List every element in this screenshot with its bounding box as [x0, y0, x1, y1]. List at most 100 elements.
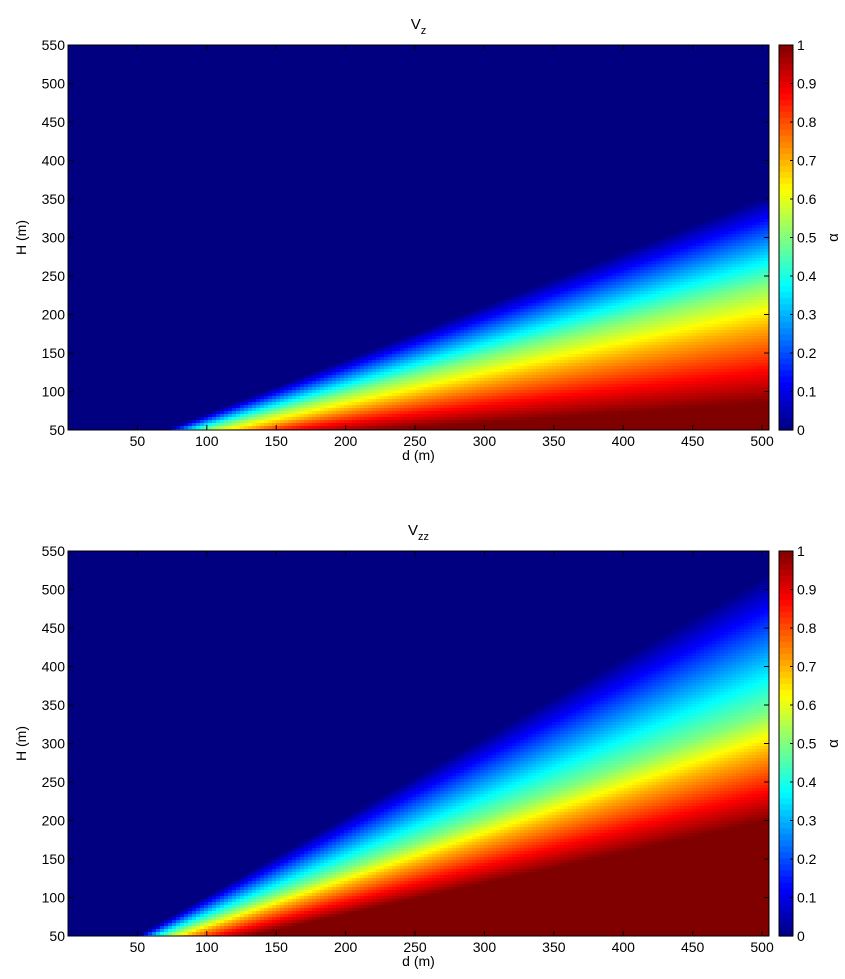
heatmap-cell — [256, 411, 261, 415]
heatmap-cell — [304, 405, 309, 409]
heatmap-cell — [492, 330, 497, 334]
heatmap-cell — [672, 336, 677, 340]
heatmap-cell — [400, 408, 405, 412]
heatmap-cell — [540, 306, 545, 310]
heatmap-cell — [436, 327, 441, 331]
heatmap-cell — [452, 387, 457, 391]
heatmap-cell — [532, 351, 537, 355]
heatmap-cell — [592, 312, 597, 316]
heatmap-cell — [580, 303, 585, 307]
heatmap-cell — [352, 417, 357, 421]
heatmap-cell — [560, 309, 565, 313]
heatmap-cell — [304, 390, 309, 394]
heatmap-cell — [596, 390, 601, 394]
heatmap-cell — [464, 312, 469, 316]
heatmap-cell — [608, 423, 613, 427]
heatmap-cell — [676, 405, 681, 409]
heatmap-cell — [552, 324, 557, 328]
heatmap-cell — [644, 405, 649, 409]
heatmap-cell — [700, 288, 705, 292]
heatmap-cell — [644, 315, 649, 319]
heatmap-cell — [444, 342, 449, 346]
heatmap-cell — [680, 408, 685, 412]
heatmap-cell — [600, 285, 605, 289]
heatmap-cell — [600, 267, 605, 271]
heatmap-cell — [292, 405, 297, 409]
heatmap-cell — [492, 354, 497, 358]
heatmap-cell — [532, 399, 537, 403]
heatmap-cell — [636, 258, 641, 262]
heatmap-cell — [456, 354, 461, 358]
heatmap-cell — [544, 333, 549, 337]
heatmap-cell — [528, 330, 533, 334]
heatmap-cell — [656, 246, 661, 250]
heatmap-cell — [548, 411, 553, 415]
heatmap-cell — [516, 372, 521, 376]
heatmap-cell — [696, 324, 701, 328]
heatmap-cell — [568, 339, 573, 343]
heatmap-cell — [628, 420, 633, 424]
heatmap-cell — [708, 321, 713, 325]
heatmap-cell — [652, 396, 657, 400]
heatmap-cell — [332, 417, 337, 421]
heatmap-cell — [680, 234, 685, 238]
heatmap-cell — [528, 366, 533, 370]
heatmap-cell — [708, 393, 713, 397]
heatmap-cell — [704, 231, 709, 235]
heatmap-cell — [708, 390, 713, 394]
heatmap-cell — [380, 360, 385, 364]
heatmap-cell — [696, 252, 701, 256]
heatmap-cell — [612, 342, 617, 346]
heatmap-cell — [700, 309, 705, 313]
heatmap-cell — [404, 411, 409, 415]
heatmap-cell — [492, 303, 497, 307]
heatmap-cell — [400, 381, 405, 385]
heatmap-cell — [336, 375, 341, 379]
heatmap-cell — [444, 375, 449, 379]
heatmap-cell — [616, 387, 621, 391]
heatmap-cell — [428, 417, 433, 421]
heatmap-cell — [660, 258, 665, 262]
heatmap-cell — [580, 321, 585, 325]
heatmap-cell — [684, 408, 689, 412]
heatmap-cell — [464, 423, 469, 427]
heatmap-cell — [636, 363, 641, 367]
heatmap-cell — [652, 357, 657, 361]
heatmap-cell — [688, 360, 693, 364]
heatmap-cell — [588, 375, 593, 379]
heatmap-cell — [424, 402, 429, 406]
heatmap-cell — [408, 378, 413, 382]
heatmap-cell — [676, 363, 681, 367]
heatmap-cell — [644, 276, 649, 280]
heatmap-cell — [264, 393, 269, 397]
heatmap-cell — [288, 402, 293, 406]
heatmap-cell — [440, 393, 445, 397]
heatmap-cell — [568, 375, 573, 379]
heatmap-cell — [516, 312, 521, 316]
heatmap-cell — [440, 372, 445, 376]
heatmap-cell — [564, 333, 569, 337]
heatmap-cell — [612, 345, 617, 349]
heatmap-cell — [464, 333, 469, 337]
heatmap-cell — [472, 351, 477, 355]
heatmap-cell — [536, 312, 541, 316]
heatmap-cell — [548, 414, 553, 418]
heatmap-cell — [700, 360, 705, 364]
heatmap-cell — [628, 294, 633, 298]
heatmap-cell — [404, 393, 409, 397]
heatmap-cell — [280, 408, 285, 412]
heatmap-cell — [608, 417, 613, 421]
heatmap-cell — [512, 393, 517, 397]
heatmap-cell — [680, 315, 685, 319]
heatmap-cell — [672, 378, 677, 382]
heatmap-cell — [580, 270, 585, 274]
heatmap-cell — [644, 426, 649, 430]
heatmap-cell — [516, 309, 521, 313]
heatmap-cell — [284, 423, 289, 427]
heatmap-cell — [496, 372, 501, 376]
heatmap-cell — [596, 348, 601, 352]
heatmap-cell — [484, 318, 489, 322]
heatmap-cell — [632, 363, 637, 367]
heatmap-cell — [528, 288, 533, 292]
heatmap-cell — [656, 351, 661, 355]
